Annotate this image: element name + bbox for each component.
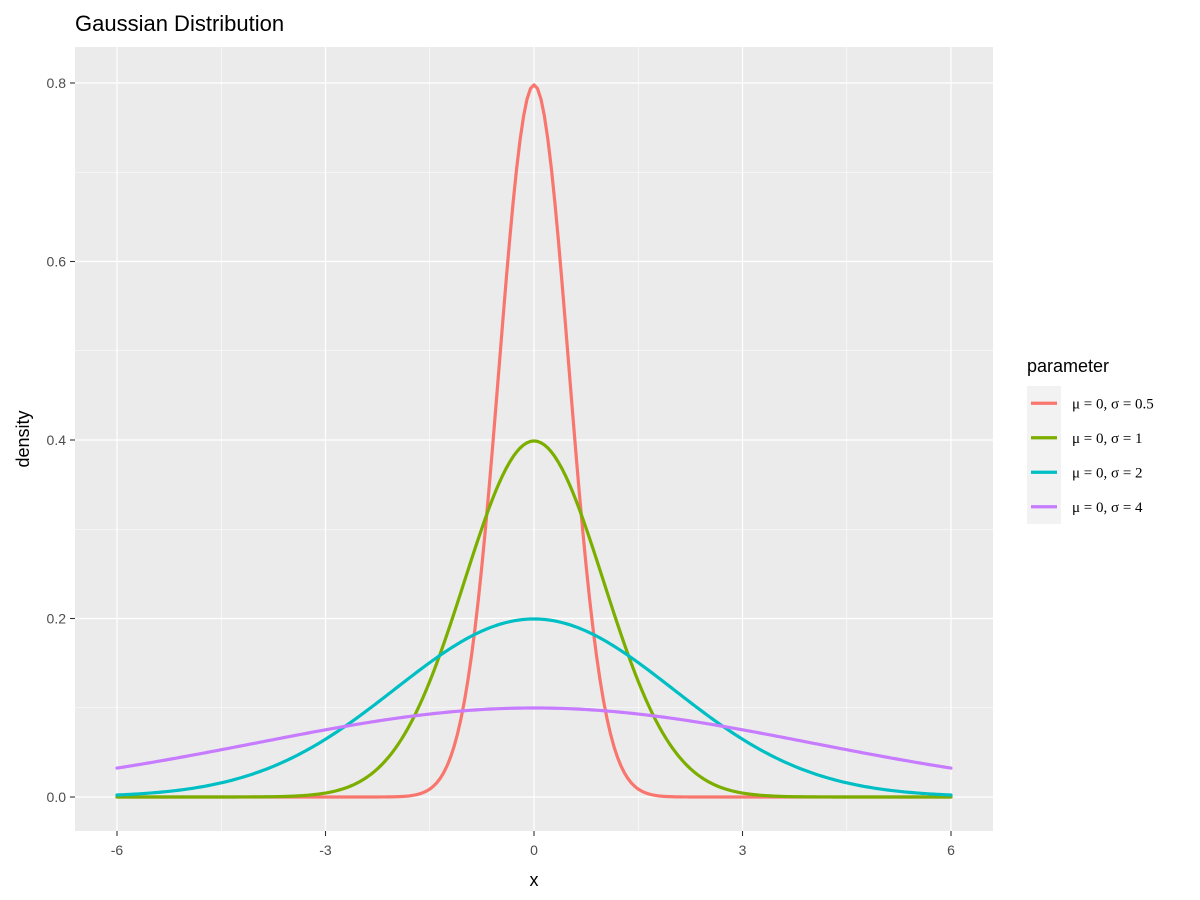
y-tick-label: 0.6 bbox=[47, 254, 67, 270]
series-line-4 bbox=[115, 706, 953, 770]
x-tick-label: 0 bbox=[530, 842, 538, 858]
x-tick-label: 3 bbox=[739, 842, 747, 858]
x-tick-label: 6 bbox=[947, 842, 955, 858]
y-tick-label: 0.8 bbox=[47, 75, 67, 91]
legend-label-4: μ = 0, σ = 4 bbox=[1072, 500, 1143, 516]
y-tick-label: 0.2 bbox=[47, 611, 67, 627]
legend-label-3: μ = 0, σ = 2 bbox=[1072, 465, 1143, 481]
series-lines bbox=[115, 83, 953, 799]
y-tick-label: 0.0 bbox=[47, 789, 67, 805]
legend-label-2: μ = 0, σ = 1 bbox=[1072, 431, 1143, 447]
y-tick-label: 0.4 bbox=[47, 432, 67, 448]
x-tick-label: -3 bbox=[319, 842, 332, 858]
series-line-2 bbox=[115, 439, 953, 799]
legend-label-1: μ = 0, σ = 0.5 bbox=[1072, 396, 1154, 412]
legend-items: μ = 0, σ = 0.5 μ = 0, σ = 1 μ = 0, σ = 2 μ … bbox=[1027, 386, 1154, 524]
y-axis-ticks: 0.0 0.2 0.4 0.6 0.8 bbox=[47, 75, 75, 805]
x-axis-ticks: -6 -3 0 3 6 bbox=[111, 831, 955, 858]
series-line-3 bbox=[115, 617, 953, 797]
chart-title: Gaussian Distribution bbox=[75, 11, 284, 36]
legend-key-background bbox=[1027, 386, 1061, 524]
x-tick-label: -6 bbox=[111, 842, 124, 858]
legend: parameter μ = 0, σ = 0.5μ = 0, σ = 1μ = … bbox=[1027, 356, 1154, 524]
x-axis-title: x bbox=[530, 870, 539, 890]
legend-title: parameter bbox=[1027, 356, 1109, 376]
y-axis-title: density bbox=[13, 410, 33, 467]
